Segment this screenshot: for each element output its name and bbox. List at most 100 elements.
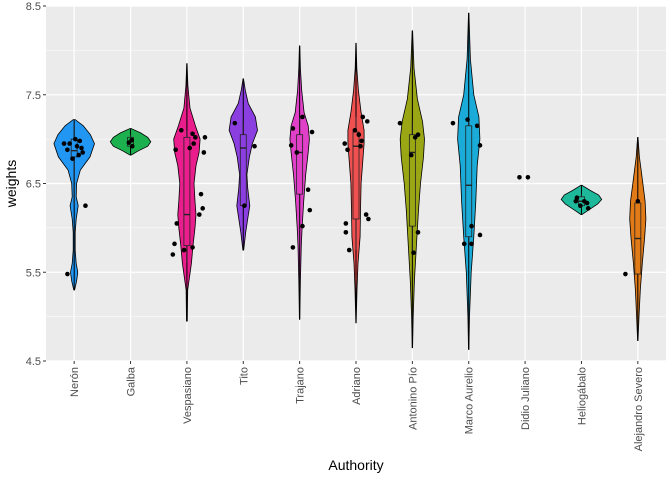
point-adriano (359, 138, 364, 144)
point-vespasiano (172, 241, 177, 247)
box-tito (239, 134, 247, 207)
point-alejandro-severo (623, 271, 628, 277)
point-marco-aurelio (450, 120, 456, 126)
point-trajano (307, 207, 313, 213)
point-adriano (343, 230, 349, 235)
box-marco-aurelio (465, 125, 473, 238)
point-antonino-pio (408, 152, 414, 158)
box-adriano (352, 131, 360, 220)
point-vespasiano (190, 245, 195, 250)
point-antonino-pio (415, 230, 421, 235)
point-adriano (363, 212, 369, 217)
point-marco-aurelio (461, 241, 467, 247)
point-adriano (352, 127, 358, 133)
point-vespasiano (170, 252, 176, 257)
point-antonino-pio (397, 120, 403, 126)
point-alejandro-severo (635, 198, 641, 204)
x-tick-label-trajano: Trajano (295, 367, 307, 404)
point-trajano (290, 126, 296, 131)
boxplots (70, 13, 642, 350)
point-trajano (290, 245, 296, 250)
point-vespasiano (197, 212, 202, 217)
x-tick-label-didio-juliano: Didio Juliano (520, 367, 532, 430)
point-adriano (358, 143, 363, 149)
point-heliogabalo (574, 195, 580, 200)
box-antonino-pio (408, 134, 416, 227)
point-adriano (360, 114, 366, 120)
y-tick-label: 8.5 (26, 1, 41, 13)
point-trajano (305, 187, 311, 193)
point-vespasiano (174, 221, 180, 226)
point-adriano (356, 132, 362, 137)
point-trajano (294, 150, 300, 155)
point-neron (61, 141, 67, 146)
x-tick-label-antonino-pio: Antonino Pío (407, 367, 419, 430)
point-didio-juliano (517, 174, 522, 180)
point-marco-aurelio (474, 123, 480, 129)
point-vespasiano (201, 150, 207, 155)
point-vespasiano (191, 141, 196, 146)
point-marco-aurelio (469, 241, 474, 247)
point-neron (67, 141, 72, 146)
x-tick-label-heliogabalo: Heliogábalo (576, 367, 588, 425)
x-tick-label-vespasiano: Vespasiano (182, 367, 194, 424)
y-tick-label: 5.5 (26, 267, 41, 279)
point-didio-juliano (525, 174, 531, 180)
point-galba (129, 143, 135, 149)
point-adriano (343, 221, 349, 226)
point-adriano (342, 141, 348, 146)
point-galba (129, 137, 134, 143)
point-trajano (300, 114, 305, 120)
point-neron (77, 138, 83, 144)
point-heliogabalo (584, 200, 590, 206)
y-tick-label: 6.5 (26, 179, 41, 191)
point-neron (65, 271, 70, 277)
point-marco-aurelio (477, 143, 483, 148)
point-adriano (364, 119, 370, 124)
x-tick-label-alejandro-severo: Alejandro Severo (633, 367, 645, 451)
x-tick-label-galba: Galba (126, 366, 138, 396)
point-neron (83, 203, 88, 208)
point-neron (65, 147, 70, 153)
point-vespasiano (181, 247, 187, 253)
data-points (61, 114, 641, 277)
point-vespasiano (178, 127, 184, 133)
box-vespasiano (183, 136, 191, 247)
y-axis-title: weights (3, 160, 19, 208)
point-antonino-pio (412, 135, 418, 140)
point-vespasiano (173, 147, 178, 153)
y-tick-label: 4.5 (26, 356, 41, 368)
x-tick-label-marco-aurelio: Marco Aurelio (464, 367, 476, 434)
point-vespasiano (198, 191, 204, 197)
point-tito (242, 203, 247, 208)
point-vespasiano (202, 135, 208, 140)
point-neron (80, 150, 85, 155)
x-axis-title: Authority (328, 457, 383, 473)
point-marco-aurelio (465, 117, 470, 122)
point-neron (73, 136, 78, 142)
point-neron (74, 143, 80, 149)
point-heliogabalo (578, 203, 583, 208)
point-vespasiano (200, 206, 205, 211)
point-tito (252, 143, 257, 149)
point-adriano (346, 247, 352, 253)
y-axis: 4.5 5.5 6.5 7.5 8.5 (26, 1, 46, 368)
point-vespasiano (190, 131, 195, 137)
x-tick-label-adriano: Adriano (351, 367, 363, 405)
point-neron (76, 152, 81, 158)
point-neron (79, 145, 84, 151)
point-adriano (366, 216, 371, 222)
point-vespasiano (193, 135, 198, 140)
point-heliogabalo (585, 206, 591, 211)
point-trajano (300, 223, 305, 229)
point-adriano (345, 147, 350, 153)
point-heliogabalo (573, 198, 579, 204)
x-tick-label-tito: Tito (238, 367, 250, 385)
point-trajano (288, 143, 294, 148)
point-antonino-pio (411, 250, 416, 256)
y-tick-label: 7.5 (26, 90, 41, 102)
point-neron (70, 156, 75, 161)
point-trajano (309, 129, 315, 135)
point-tito (232, 120, 238, 126)
